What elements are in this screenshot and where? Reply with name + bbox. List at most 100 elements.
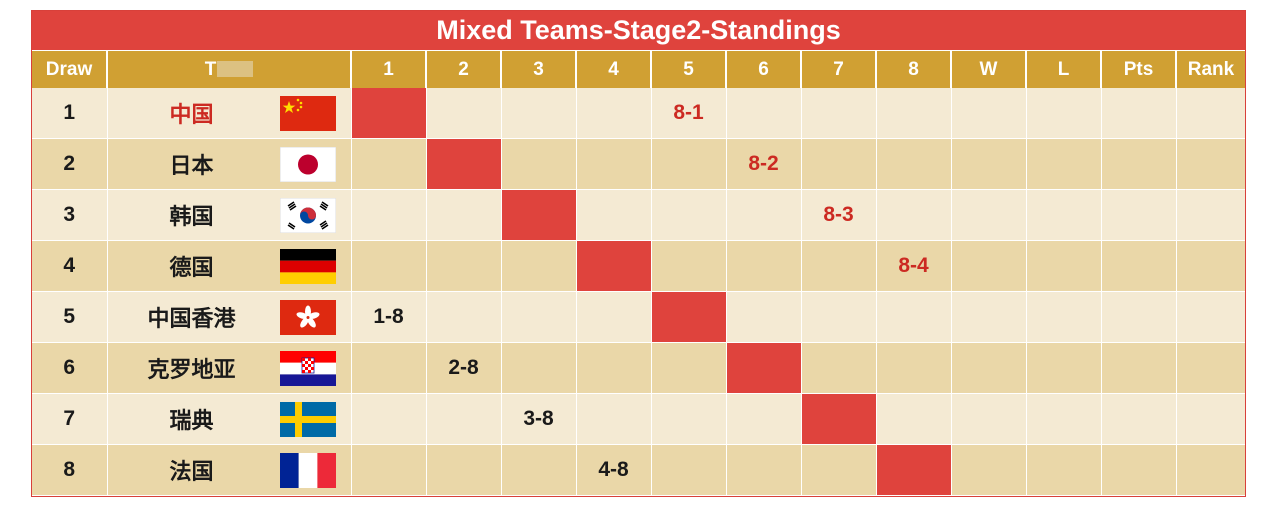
score-cell: 8-1	[651, 88, 727, 139]
match-cell	[801, 138, 877, 190]
team-cell: 克罗地亚	[107, 342, 352, 394]
match-cell	[351, 444, 427, 496]
match-cell	[801, 291, 877, 343]
header-draw: Draw	[32, 50, 108, 88]
match-cell	[876, 342, 952, 394]
losses-cell	[1026, 240, 1102, 292]
draw-cell: 4	[32, 240, 108, 292]
match-cell	[726, 291, 802, 343]
rank-cell	[1176, 240, 1245, 292]
wins-cell	[951, 240, 1027, 292]
team-cell: 中国	[107, 88, 352, 139]
match-cell	[426, 240, 502, 292]
team-name: 中国香港	[147, 307, 236, 332]
draw-cell: 1	[32, 88, 108, 139]
match-cell	[726, 88, 802, 139]
match-cell	[501, 444, 577, 496]
germany-flag-icon	[279, 248, 336, 284]
match-cell	[501, 88, 577, 139]
header-col-8: 8	[876, 50, 952, 88]
rank-cell	[1176, 393, 1245, 445]
standings-table: Draw T 1 2 3 4 5 6 7 8 W L Pts Rank 1 中国 8…	[32, 50, 1245, 496]
team-wrap: 克罗地亚	[108, 343, 351, 393]
match-cell	[726, 393, 802, 445]
croatia-flag-icon	[279, 350, 336, 386]
match-cell	[576, 88, 652, 139]
table-row: 3 韩国 8-3	[32, 189, 1245, 241]
losses-cell	[1026, 393, 1102, 445]
table-row: 2 日本 8-2	[32, 138, 1245, 190]
match-cell	[426, 291, 502, 343]
header-points: Pts	[1101, 50, 1177, 88]
team-cell: 日本	[107, 138, 352, 190]
header-wins: W	[951, 50, 1027, 88]
wins-cell	[951, 342, 1027, 394]
header-col-3: 3	[501, 50, 577, 88]
table-row: 1 中国 8-1	[32, 88, 1245, 139]
diagonal-cell	[576, 240, 652, 292]
match-cell	[501, 342, 577, 394]
table-row: 7 瑞典 3-8	[32, 393, 1245, 445]
score-cell: 1-8	[351, 291, 427, 343]
draw-cell: 5	[32, 291, 108, 343]
rank-cell	[1176, 88, 1245, 139]
match-cell	[726, 444, 802, 496]
team-name: 韩国	[169, 205, 214, 230]
match-cell	[651, 138, 727, 190]
header-col-1: 1	[351, 50, 427, 88]
header-row: Draw T 1 2 3 4 5 6 7 8 W L Pts Rank	[32, 50, 1245, 88]
wins-cell	[951, 138, 1027, 190]
losses-cell	[1026, 444, 1102, 496]
table-row: 5 中国香港 1-8	[32, 291, 1245, 343]
rank-cell	[1176, 291, 1245, 343]
score-cell: 8-3	[801, 189, 877, 241]
points-cell	[1101, 342, 1177, 394]
wins-cell	[951, 393, 1027, 445]
points-cell	[1101, 189, 1177, 241]
match-cell	[426, 88, 502, 139]
team-wrap: 中国香港	[108, 292, 351, 342]
score-cell: 8-2	[726, 138, 802, 190]
team-name: 日本	[169, 154, 214, 179]
wins-cell	[951, 189, 1027, 241]
score-cell: 8-4	[876, 240, 952, 292]
match-cell	[501, 138, 577, 190]
team-name: 克罗地亚	[147, 358, 236, 383]
losses-cell	[1026, 138, 1102, 190]
points-cell	[1101, 444, 1177, 496]
team-wrap: 法国	[108, 445, 351, 495]
match-cell	[801, 240, 877, 292]
header-col-6: 6	[726, 50, 802, 88]
france-flag-icon	[279, 452, 336, 488]
diagonal-cell	[801, 393, 877, 445]
match-cell	[651, 240, 727, 292]
losses-cell	[1026, 291, 1102, 343]
draw-cell: 6	[32, 342, 108, 394]
diagonal-cell	[876, 444, 952, 496]
table-row: 4 德国 8-4	[32, 240, 1245, 292]
wins-cell	[951, 291, 1027, 343]
diagonal-cell	[426, 138, 502, 190]
wins-cell	[951, 88, 1027, 139]
team-name: 瑞典	[169, 409, 214, 434]
match-cell	[726, 240, 802, 292]
team-cell: 瑞典	[107, 393, 352, 445]
diagonal-cell	[501, 189, 577, 241]
match-cell	[576, 291, 652, 343]
draw-cell: 2	[32, 138, 108, 190]
team-name: 法国	[169, 460, 214, 485]
score-cell: 4-8	[576, 444, 652, 496]
points-cell	[1101, 291, 1177, 343]
match-cell	[351, 342, 427, 394]
hongkong-flag-icon	[279, 299, 336, 335]
match-cell	[576, 138, 652, 190]
match-cell	[651, 444, 727, 496]
table-row: 6 克罗地亚 2-8	[32, 342, 1245, 394]
match-cell	[351, 240, 427, 292]
points-cell	[1101, 393, 1177, 445]
china-flag-icon	[279, 95, 336, 131]
match-cell	[351, 393, 427, 445]
korea-flag-icon	[279, 197, 336, 233]
losses-cell	[1026, 342, 1102, 394]
team-name: 中国	[169, 103, 214, 128]
